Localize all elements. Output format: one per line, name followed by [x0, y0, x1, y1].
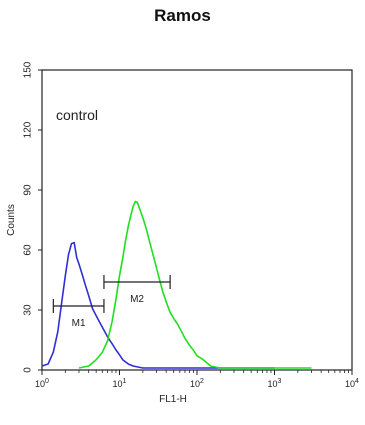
y-axis-ticks: 0 30 60 90 120 150: [23, 61, 42, 373]
marker-layer: M1 M2: [52, 275, 171, 329]
y-tick-label: 30: [23, 304, 34, 316]
x-tick-label: 101: [113, 378, 127, 389]
y-tick-label: 120: [23, 121, 34, 138]
y-tick-label: 60: [23, 244, 34, 256]
x-tick-label: 104: [345, 378, 359, 389]
x-axis-ticks: 100 101 102 103 104: [35, 370, 359, 389]
x-tick-label: 100: [35, 378, 49, 389]
series-layer: [41, 200, 312, 369]
gate-label-m1: M1: [72, 318, 86, 329]
y-tick-label: 90: [23, 184, 34, 196]
y-tick-label: 0: [23, 367, 34, 373]
x-tick-label: 102: [190, 378, 204, 389]
control-annotation: control: [56, 107, 98, 123]
gate-label-m2: M2: [130, 294, 144, 305]
y-tick-label: 150: [23, 61, 34, 78]
series-line-1: [41, 241, 275, 369]
x-axis-label: FL1-H: [159, 394, 187, 405]
y-axis-label: Counts: [6, 204, 17, 236]
series-line-2: [78, 200, 312, 369]
chart-title: Ramos: [154, 6, 211, 25]
x-tick-label: 103: [268, 378, 282, 389]
